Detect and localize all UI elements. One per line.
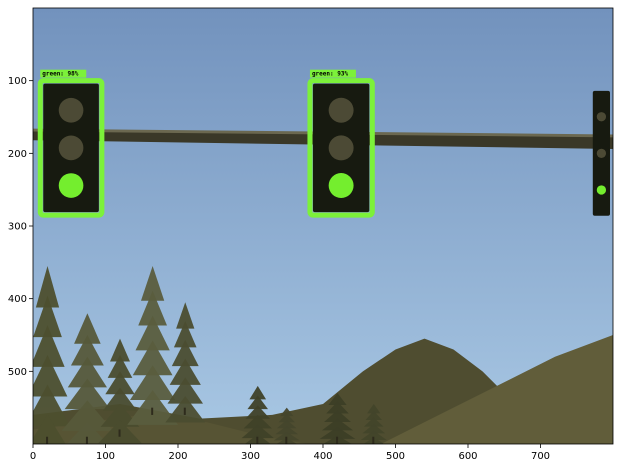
y-tick-label: 300 [8, 222, 27, 233]
lamp-2-off [58, 135, 84, 161]
y-tick-label: 200 [8, 149, 27, 160]
lamp-2-off [596, 148, 607, 158]
lamp-1-off [328, 97, 354, 123]
scenery [33, 128, 613, 444]
plot-area: green: 98% green: 93% [33, 8, 613, 444]
x-axis: 0 100 200 300 400 500 600 700 [30, 444, 550, 462]
detection-label: green: 98% [42, 71, 79, 78]
x-tick-label: 0 [30, 451, 36, 462]
x-tick-label: 300 [241, 451, 260, 462]
detection-label-bg [309, 69, 356, 78]
hill-right [381, 335, 613, 444]
y-tick-label: 400 [8, 294, 27, 305]
x-tick-label: 700 [531, 451, 550, 462]
x-tick-label: 200 [168, 451, 187, 462]
y-tick-label: 100 [8, 76, 27, 87]
detections-layer: green: 98% green: 93% [37, 69, 610, 218]
detection-box [307, 78, 375, 218]
tree-mid-4 [360, 404, 387, 444]
y-axis: 100 200 300 400 500 [8, 76, 33, 378]
tree-mid-3 [319, 393, 356, 444]
detection-1: green: 98% [37, 69, 105, 218]
tree-left-4 [127, 265, 178, 425]
x-tick-label: 500 [386, 451, 405, 462]
tree-left-1 [33, 265, 71, 444]
lamp-2-off [328, 135, 354, 161]
tree-mid-2 [273, 407, 300, 444]
lamp-3-on [58, 173, 84, 198]
detection-box [37, 78, 105, 218]
lamp-3-on [328, 173, 354, 198]
tree-left-2 [61, 313, 114, 444]
x-tick-label: 100 [96, 451, 115, 462]
lamp-1-off [596, 112, 607, 122]
tree-left-5 [165, 302, 206, 423]
tree-mid-1 [241, 385, 274, 444]
tree-left-3 [98, 338, 142, 444]
detection-3 [592, 90, 610, 216]
y-tick-label: 500 [8, 367, 27, 378]
detection-label: green: 93% [312, 71, 349, 78]
lamp-1-off [58, 97, 84, 123]
x-tick-label: 400 [313, 451, 332, 462]
detection-2: green: 93% [307, 69, 375, 218]
lamp-3-on [596, 185, 607, 195]
x-tick-label: 600 [458, 451, 477, 462]
detection-label-bg [40, 69, 87, 78]
